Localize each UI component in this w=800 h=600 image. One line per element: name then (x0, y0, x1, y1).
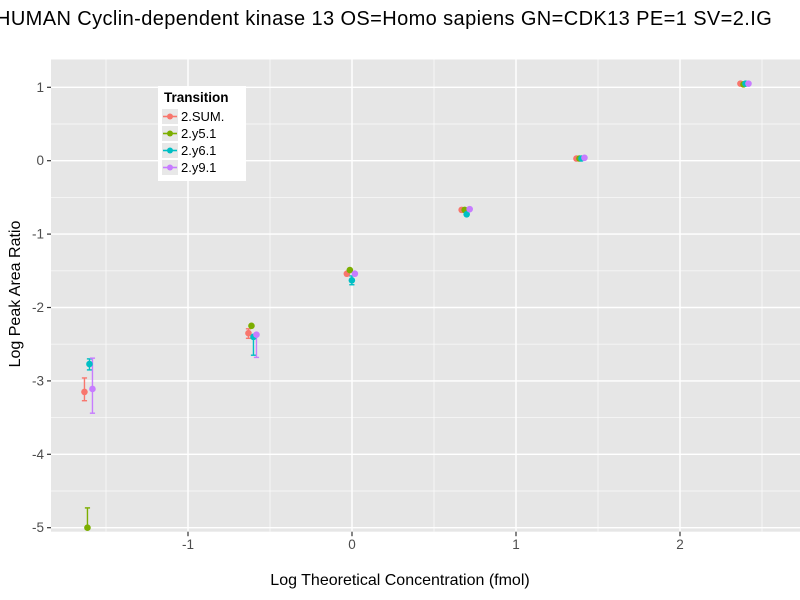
y-tick-label: -2 (32, 300, 44, 315)
data-point (581, 154, 588, 162)
data-point (81, 388, 88, 396)
legend-item-2-y5-1: 2.y5.1 (162, 125, 242, 141)
data-point (253, 331, 260, 338)
data-point (89, 385, 96, 393)
x-tick-label: 2 (676, 537, 684, 552)
y-tick-label: 0 (36, 153, 44, 168)
x-tick-label: 0 (348, 537, 356, 552)
legend-key-icon (162, 142, 178, 158)
data-point (351, 270, 359, 278)
legend-item-2-y6-1: 2.y6.1 (162, 142, 242, 158)
data-point (463, 210, 470, 218)
y-tick-label: -3 (32, 373, 44, 388)
y-tick-label: 1 (36, 80, 44, 95)
legend-key-icon (162, 159, 178, 175)
legend-item-label: 2.y5.1 (181, 125, 217, 141)
legend-item-2-y9-1: 2.y9.1 (162, 159, 242, 175)
data-point (248, 322, 255, 330)
y-tick-label: -5 (32, 520, 44, 535)
data-point (245, 329, 252, 337)
legend-item-label: 2.SUM. (181, 108, 225, 124)
data-point (348, 277, 356, 284)
y-tick-label: -1 (32, 227, 44, 242)
legend: Transition 2.SUM. 2.y5.1 2.y6.1 2.y9.1 (158, 86, 246, 181)
data-point (745, 80, 752, 87)
legend-item-label: 2.y9.1 (181, 159, 217, 175)
x-tick-label: -1 (182, 537, 194, 552)
plot-title: HUMAN Cyclin-dependent kinase 13 OS=Homo… (0, 8, 773, 30)
data-layer (81, 80, 752, 531)
legend-key-icon (162, 108, 178, 124)
data-point (84, 524, 91, 531)
legend-items: 2.SUM. 2.y5.1 2.y6.1 2.y9.1 (162, 108, 242, 175)
data-point (86, 360, 93, 368)
data-point (346, 266, 354, 274)
legend-title: Transition (164, 90, 229, 105)
data-point (466, 205, 473, 213)
legend-item-label: 2.y6.1 (181, 142, 217, 158)
legend-key-icon (162, 125, 178, 141)
y-tick-label: -4 (32, 447, 44, 462)
legend-item-2-SUM: 2.SUM. (162, 108, 242, 124)
x-axis-title: Log Theoretical Concentration (fmol) (270, 572, 530, 589)
x-tick-label: 1 (512, 537, 520, 552)
